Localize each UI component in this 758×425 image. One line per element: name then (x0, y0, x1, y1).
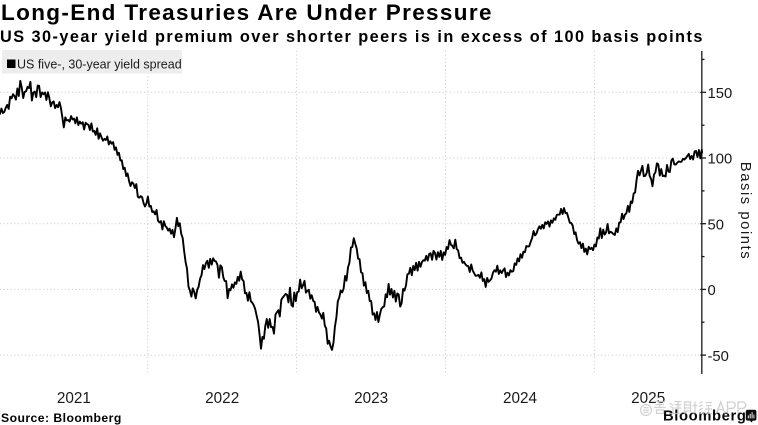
svg-text:2023: 2023 (354, 390, 388, 407)
svg-text:Long-End Treasuries Are Under: Long-End Treasuries Are Under Pressure (1, 0, 493, 25)
svg-text:Source: Bloomberg: Source: Bloomberg (1, 411, 122, 425)
svg-text:2024: 2024 (503, 390, 538, 407)
svg-text:150: 150 (708, 86, 733, 102)
svg-text:Bloomberg: Bloomberg (663, 409, 747, 425)
svg-text:100: 100 (708, 152, 733, 168)
svg-text:US five-, 30-year yield spread: US five-, 30-year yield spread (17, 58, 182, 72)
svg-text:2025: 2025 (631, 390, 665, 407)
svg-text:Basis points: Basis points (737, 162, 753, 260)
svg-text:50: 50 (708, 217, 724, 233)
svg-text:US 30-year yield premium over: US 30-year yield premium over shorter pe… (0, 28, 704, 46)
svg-text:2022: 2022 (205, 390, 239, 407)
svg-text:-50: -50 (708, 349, 729, 365)
svg-text:2021: 2021 (57, 390, 91, 407)
svg-text:0: 0 (708, 283, 716, 299)
